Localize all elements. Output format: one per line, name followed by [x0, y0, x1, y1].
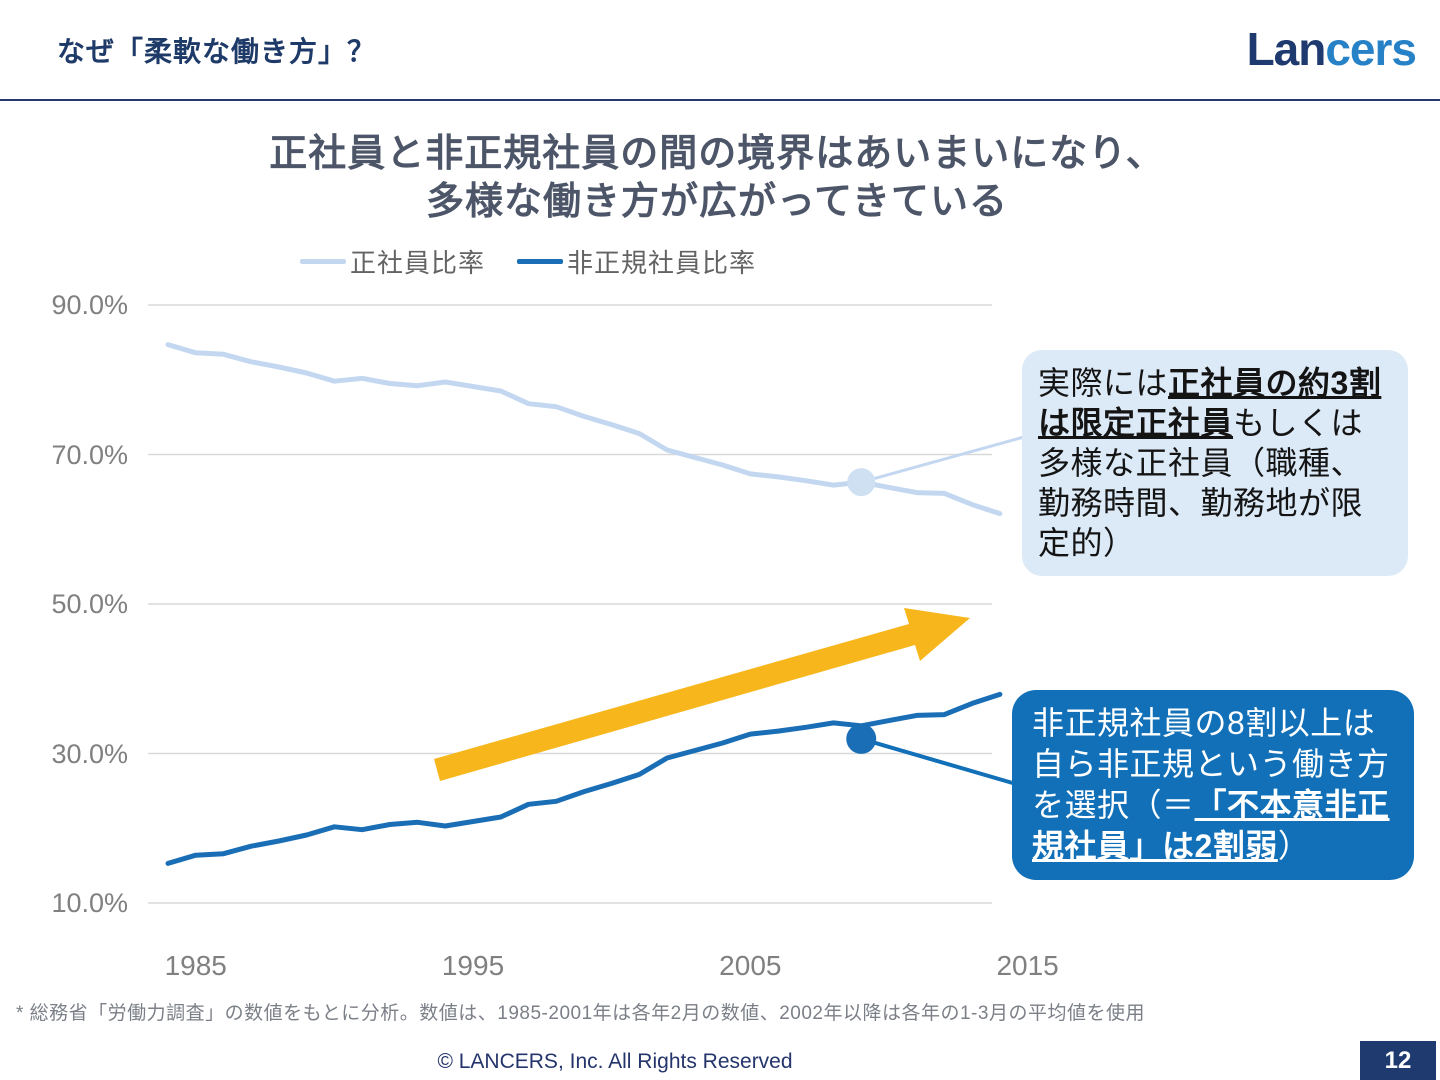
header-divider — [0, 99, 1440, 101]
callout-nonregular-pre: 非正規社員の8割以上は自ら非正規という働き方を選択（＝ — [1032, 705, 1390, 823]
legend-label-regular: 正社員比率 — [350, 248, 486, 278]
chart-title-line1: 正社員と非正規社員の間の境界はあいまいになり、 — [269, 133, 1165, 175]
x-axis-label: 2005 — [719, 950, 782, 981]
callout-nonregular-emphasis: 「不本意非正規社員」は2割弱 — [1032, 787, 1390, 864]
x-axis-label: 2015 — [996, 950, 1059, 981]
trend-arrow — [434, 608, 970, 781]
chart-title-line2: 多様な働き方が広がってきている — [426, 181, 1008, 223]
legend-item-regular: 正社員比率 — [300, 243, 485, 280]
footnote: * 総務省「労働力調査」の数値をもとに分析。数値は、1985-2001年は各年2… — [16, 1003, 1145, 1024]
connector-nonregular — [860, 736, 1017, 786]
y-axis-label: 70.0% — [51, 439, 128, 470]
chart-legend: 正社員比率 非正規社員比率 — [300, 243, 756, 280]
lancers-logo: Lancers — [1246, 22, 1417, 76]
callout-nonregular-post: ） — [1277, 828, 1311, 864]
chart-title: 正社員と非正規社員の間の境界はあいまいになり、 多様な働き方が広がってきている — [0, 130, 1434, 226]
y-axis-label: 90.0% — [51, 290, 128, 320]
marker-regular — [847, 468, 876, 497]
logo-part-light: cers — [1325, 23, 1417, 75]
page-number: 12 — [1360, 1041, 1436, 1080]
callout-regular-emphasis: 正社員の約3割は限定正社員 — [1038, 365, 1382, 441]
header-title: なぜ「柔軟な働き方」？ — [57, 36, 377, 67]
logo-part-dark: Lan — [1246, 23, 1327, 75]
callout-regular-post: もしくは多様な正社員（職種、勤務時間、勤務地が限定的） — [1038, 405, 1364, 561]
callout-regular-pre: 実際には — [1038, 365, 1169, 401]
y-axis-label: 10.0% — [51, 888, 128, 918]
y-axis-label: 30.0% — [51, 738, 128, 769]
legend-swatch-regular — [300, 259, 346, 264]
legend-item-nonregular: 非正規社員比率 — [517, 243, 756, 280]
callout-regular-note: 実際には正社員の約3割は限定正社員もしくは多様な正社員（職種、勤務時間、勤務地が… — [1022, 350, 1408, 576]
x-axis-label: 1985 — [164, 950, 227, 981]
copyright: © LANCERS, Inc. All Rights Reserved — [437, 1050, 793, 1073]
legend-label-nonregular: 非正規社員比率 — [567, 248, 757, 278]
legend-swatch-nonregular — [517, 259, 564, 264]
marker-nonregular — [846, 723, 877, 754]
connector-regular — [860, 435, 1025, 484]
y-axis-label: 50.0% — [51, 589, 128, 619]
x-axis-label: 1995 — [441, 950, 505, 981]
callout-nonregular-note: 非正規社員の8割以上は自ら非正規という働き方を選択（＝「不本意非正規社員」は2割… — [1012, 690, 1414, 880]
series-line-regular — [165, 342, 1003, 517]
